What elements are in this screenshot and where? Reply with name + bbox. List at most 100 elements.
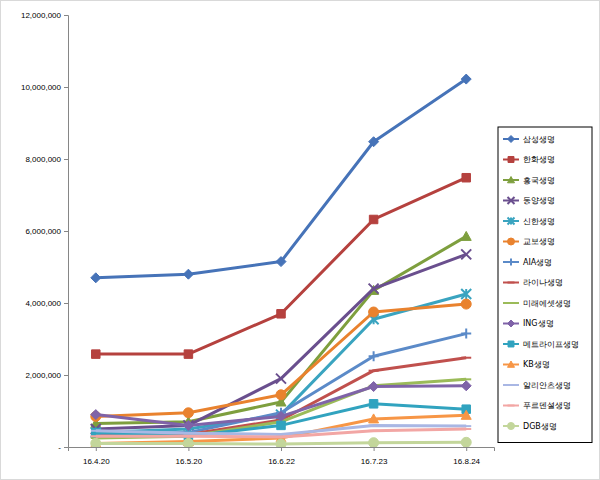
series-marker bbox=[461, 249, 471, 259]
legend-label: 라이나생명 bbox=[523, 278, 563, 287]
legend-entry: 신한생명 bbox=[503, 217, 555, 226]
series-marker bbox=[369, 430, 379, 432]
series-marker bbox=[183, 420, 193, 430]
series bbox=[91, 429, 471, 437]
legend-label: 한화생명 bbox=[523, 155, 555, 164]
series-marker bbox=[277, 421, 286, 430]
x-tick: 16.8.24 bbox=[453, 447, 480, 466]
x-tick-label: 16.7.23 bbox=[361, 457, 388, 466]
series-marker bbox=[91, 410, 101, 420]
series-marker bbox=[183, 432, 193, 434]
legend-label: 메트라이프생명 bbox=[523, 340, 579, 349]
y-tick-label: 4,000,000 bbox=[25, 299, 61, 308]
series-marker bbox=[91, 438, 101, 447]
legend-entry: DGB생명 bbox=[503, 422, 557, 431]
series-marker bbox=[461, 289, 471, 299]
legend-marker bbox=[508, 361, 515, 367]
y-tick-mark bbox=[64, 87, 68, 88]
legend-label: ING생명 bbox=[523, 319, 554, 328]
series-line bbox=[96, 358, 466, 436]
series-line bbox=[96, 294, 466, 433]
series bbox=[91, 379, 471, 438]
y-tick: 4,000,000 bbox=[25, 299, 68, 308]
y-tick: 10,000,000 bbox=[21, 83, 68, 92]
series-marker bbox=[369, 382, 379, 392]
series-marker bbox=[461, 329, 471, 339]
legend-label: 교보생명 bbox=[523, 237, 555, 246]
legend-marker bbox=[508, 136, 515, 143]
series-marker bbox=[91, 435, 101, 437]
series-marker bbox=[276, 257, 286, 267]
legend-marker bbox=[508, 320, 515, 327]
x-axis: 16.4.20 16.5.20 16.6.22 16.7.23 16.8.24 bbox=[69, 447, 495, 466]
legend-label: 푸르덴셜생명 bbox=[523, 401, 571, 410]
legend-line bbox=[503, 302, 519, 304]
series-marker bbox=[461, 410, 471, 419]
series-marker bbox=[461, 428, 471, 430]
x-tick-mark bbox=[281, 447, 282, 451]
legend-entry: 미래에셋생명 bbox=[503, 299, 571, 308]
series-marker bbox=[369, 351, 379, 361]
legend-line bbox=[503, 282, 519, 284]
legend-entry: 교보생명 bbox=[503, 237, 555, 246]
legend-entry: 삼성생명 bbox=[503, 135, 555, 144]
legend-label: 신한생명 bbox=[523, 217, 555, 226]
legend-marker bbox=[508, 302, 515, 304]
legend-marker bbox=[508, 405, 515, 407]
legend-line bbox=[503, 405, 519, 407]
y-tick-label: 8,000,000 bbox=[25, 155, 61, 164]
y-tick-mark bbox=[64, 231, 68, 232]
series-line bbox=[96, 379, 466, 438]
x-tick: 16.4.20 bbox=[83, 447, 110, 466]
legend-label: 미래에셋생명 bbox=[523, 299, 571, 308]
y-tick-label: 12,000,000 bbox=[21, 11, 62, 20]
x-tick: 16.5.20 bbox=[176, 447, 203, 466]
series-marker bbox=[91, 435, 101, 437]
x-tick: 16.6.22 bbox=[268, 447, 295, 466]
series bbox=[91, 289, 471, 438]
legend-entry: 푸르덴셜생명 bbox=[503, 401, 571, 410]
y-tick: 2,000,000 bbox=[25, 371, 68, 380]
series-marker bbox=[184, 350, 193, 359]
legend-label: DGB생명 bbox=[523, 422, 557, 431]
y-tick: 6,000,000 bbox=[25, 227, 68, 236]
x-axis-line bbox=[69, 448, 495, 452]
y-tick-label: 2,000,000 bbox=[25, 371, 61, 380]
legend-entry: 한화생명 bbox=[503, 155, 555, 164]
series-marker bbox=[369, 438, 379, 447]
legend-marker bbox=[508, 157, 514, 163]
legend-marker bbox=[508, 177, 515, 183]
series-line bbox=[96, 254, 466, 429]
chart-svg: -2,000,0004,000,0006,000,0008,000,00010,… bbox=[0, 0, 600, 480]
y-tick: 8,000,000 bbox=[25, 155, 68, 164]
series-marker bbox=[183, 435, 193, 437]
series-line bbox=[96, 304, 466, 416]
series-marker bbox=[183, 435, 193, 437]
legend-entry: 알리안츠생명 bbox=[503, 381, 571, 390]
series-marker bbox=[276, 390, 286, 400]
legend-entry: AIA생명 bbox=[503, 258, 552, 267]
series-marker bbox=[276, 374, 286, 384]
legend: 삼성생명한화생명흥국생명동양생명신한생명교보생명AIA생명라이나생명미래에셋생명… bbox=[498, 127, 592, 443]
legend-label: 삼성생명 bbox=[523, 135, 555, 144]
legend-entry: ING생명 bbox=[503, 319, 554, 328]
x-tick-label: 16.6.22 bbox=[268, 457, 295, 466]
series bbox=[91, 358, 471, 436]
series-marker bbox=[276, 436, 286, 438]
x-tick-label: 16.5.20 bbox=[176, 457, 203, 466]
series-marker bbox=[369, 307, 379, 317]
x-tick-mark bbox=[96, 447, 97, 451]
series-marker bbox=[369, 284, 379, 294]
series-marker bbox=[183, 408, 193, 418]
legend-label: AIA생명 bbox=[523, 258, 552, 267]
y-tick-mark bbox=[64, 15, 68, 16]
series-marker bbox=[276, 433, 286, 435]
y-tick-label: 6,000,000 bbox=[25, 227, 61, 236]
series bbox=[92, 400, 471, 441]
x-tick-label: 16.4.20 bbox=[83, 457, 110, 466]
y-tick-mark bbox=[64, 159, 68, 160]
series-marker bbox=[183, 438, 193, 447]
series-marker bbox=[369, 137, 379, 147]
chart-container: -2,000,0004,000,0006,000,0008,000,00010,… bbox=[0, 0, 600, 480]
series-marker bbox=[461, 425, 471, 427]
